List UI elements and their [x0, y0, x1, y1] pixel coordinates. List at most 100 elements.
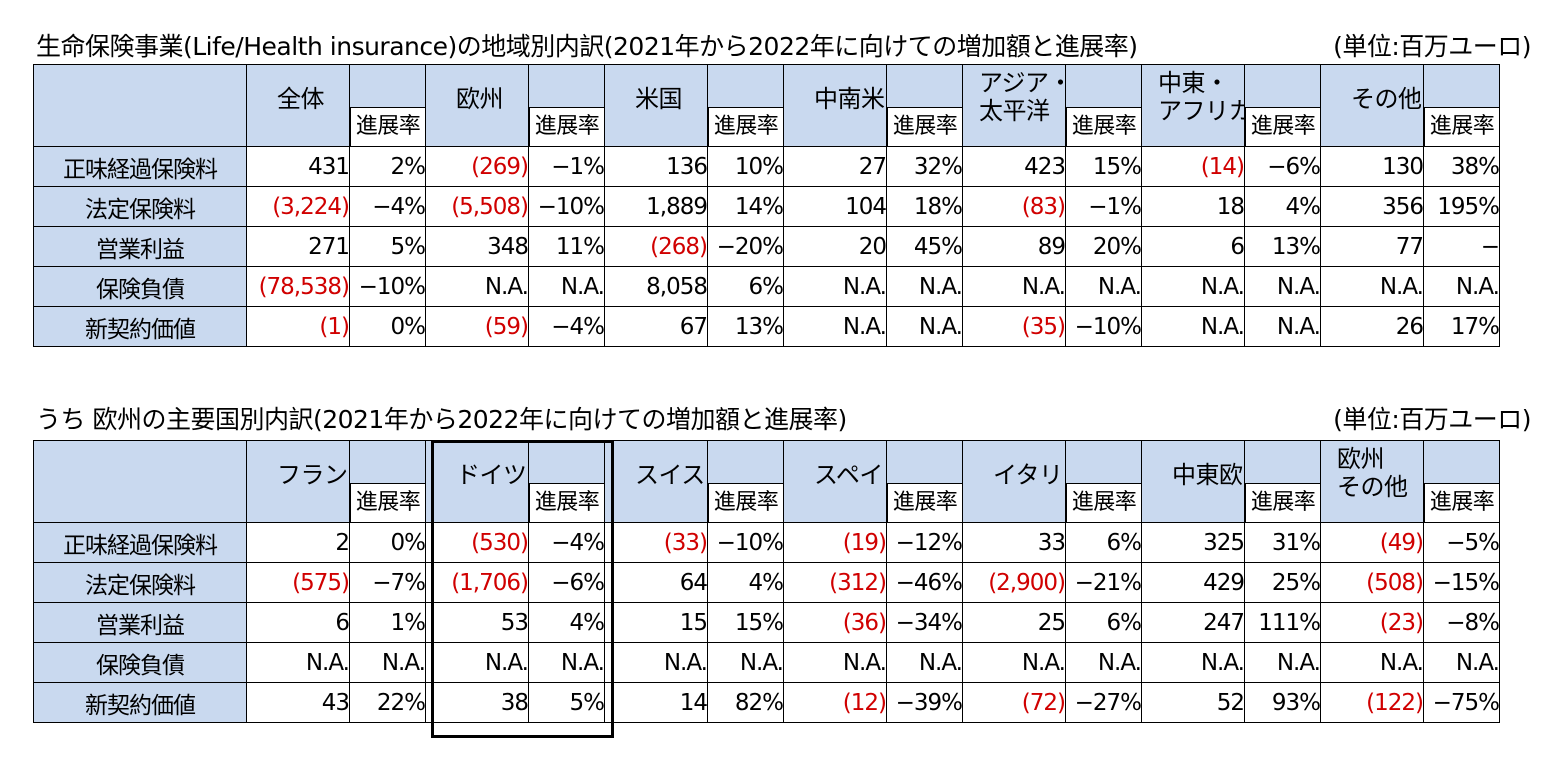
amount-cell: (49)	[1320, 522, 1424, 563]
progress-rate-cell: −7%	[349, 562, 426, 603]
progress-rate-cell: 22%	[349, 682, 426, 723]
amount-cell: (3,224)	[246, 186, 350, 227]
column-header: 欧州 その他	[1320, 440, 1424, 523]
progress-rate-cell: N.A.	[349, 642, 426, 683]
table-row: 営業利益 6 1% 53 4% 15 15% (36) −34% 25 6% 247 111% (23) −…	[33, 602, 1500, 643]
amount-cell: 64	[604, 562, 708, 603]
progress-rate-cell: 14%	[707, 186, 784, 227]
amount-cell: (530)	[425, 522, 529, 563]
amount-cell: 89	[962, 226, 1066, 267]
progress-header-cell: 進展率	[886, 440, 963, 523]
column-header-label: 米国	[635, 85, 683, 113]
amount-cell: (268)	[604, 226, 708, 267]
progress-rate-cell: 10%	[707, 146, 784, 187]
amount-cell: 43	[246, 682, 350, 723]
progress-rate-cell: −4%	[528, 306, 605, 347]
column-header-label: 全体	[277, 85, 325, 113]
amount-cell: 6	[1141, 226, 1245, 267]
progress-rate-label: 進展率	[1066, 107, 1141, 146]
row-label: 営業利益	[33, 226, 247, 267]
column-header: イタリア	[962, 440, 1066, 523]
amount-cell: 271	[246, 226, 350, 267]
progress-rate-cell: −15%	[1423, 562, 1500, 603]
amount-cell: N.A.	[1320, 266, 1424, 307]
amount-cell: 53	[425, 602, 529, 643]
progress-rate-cell: 4%	[528, 602, 605, 643]
amount-cell: N.A.	[246, 642, 350, 683]
amount-cell: (1)	[246, 306, 350, 347]
progress-header-cell: 進展率	[1244, 440, 1321, 523]
amount-cell: N.A.	[1141, 306, 1245, 347]
progress-rate-cell: N.A.	[886, 266, 963, 307]
progress-rate-cell: −1%	[528, 146, 605, 187]
amount-cell: (23)	[1320, 602, 1424, 643]
progress-rate-label: 進展率	[1245, 483, 1320, 522]
amount-cell: 136	[604, 146, 708, 187]
row-label: 新契約価値	[33, 306, 247, 347]
progress-rate-cell: 32%	[886, 146, 963, 187]
progress-rate-cell: N.A.	[528, 266, 605, 307]
row-label: 正味経過保険料	[33, 522, 247, 563]
column-header: ドイツ	[425, 440, 529, 523]
amount-cell: 27	[783, 146, 887, 187]
progress-header-cell: 進展率	[1065, 64, 1142, 147]
amount-cell: N.A.	[783, 306, 887, 347]
progress-rate-cell: 2%	[349, 146, 426, 187]
row-label: 保険負債	[33, 642, 247, 683]
amount-cell: 429	[1141, 562, 1245, 603]
amount-cell: 15	[604, 602, 708, 643]
column-header: 米国	[604, 64, 708, 147]
amount-cell: (575)	[246, 562, 350, 603]
progress-rate-cell: 4%	[1244, 186, 1321, 227]
table-row: 新契約価値 (1) 0% (59) −4% 67 13% N.A. N.A. (35) −10% N.…	[33, 306, 1500, 347]
progress-rate-cell: 13%	[1244, 226, 1321, 267]
progress-rate-cell: 0%	[349, 522, 426, 563]
progress-header-cell: 進展率	[349, 64, 426, 147]
progress-rate-cell: N.A.	[1065, 642, 1142, 683]
amount-cell: (312)	[783, 562, 887, 603]
progress-rate-label: 進展率	[529, 107, 604, 146]
progress-header-cell: 進展率	[1244, 64, 1321, 147]
amount-cell: N.A.	[1141, 642, 1245, 683]
amount-cell: (36)	[783, 602, 887, 643]
progress-header-cell: 進展率	[707, 440, 784, 523]
progress-rate-label: 進展率	[350, 107, 425, 146]
amount-cell: (78,538)	[246, 266, 350, 307]
progress-rate-cell: −20%	[707, 226, 784, 267]
row-label: 営業利益	[33, 602, 247, 643]
row-label: 保険負債	[33, 266, 247, 307]
column-header-label: 欧州 その他	[1337, 445, 1408, 501]
column-header-label: アジア・ 太平洋	[979, 69, 1066, 125]
column-header: スイス	[604, 440, 708, 523]
progress-rate-cell: −12%	[886, 522, 963, 563]
amount-cell: 356	[1320, 186, 1424, 227]
amount-cell: 18	[1141, 186, 1245, 227]
progress-rate-cell: 6%	[1065, 602, 1142, 643]
amount-cell: (83)	[962, 186, 1066, 227]
column-header-label: 中南米	[814, 85, 885, 113]
amount-cell: 104	[783, 186, 887, 227]
progress-rate-label: 進展率	[887, 107, 962, 146]
column-header: その他	[1320, 64, 1424, 147]
progress-rate-cell: −8%	[1423, 602, 1500, 643]
amount-cell: 38	[425, 682, 529, 723]
column-header: スペイン	[783, 440, 887, 523]
column-header-label: 欧州	[456, 85, 504, 113]
table-row: 正味経過保険料 431 2% (269) −1% 136 10% 27 32% 423 15% (14…	[33, 146, 1500, 187]
table2-caption: うち 欧州の主要国別内訳(2021年から2022年に向けての増加額と進展率)	[36, 405, 847, 434]
progress-header-cell: 進展率	[349, 440, 426, 523]
progress-rate-cell: 18%	[886, 186, 963, 227]
progress-rate-label: 進展率	[1066, 483, 1141, 522]
column-header: 中東・ アフリカ	[1141, 64, 1245, 147]
progress-rate-cell: 0%	[349, 306, 426, 347]
progress-rate-cell: 38%	[1423, 146, 1500, 187]
progress-rate-cell: −6%	[1244, 146, 1321, 187]
progress-rate-cell: −4%	[349, 186, 426, 227]
amount-cell: 14	[604, 682, 708, 723]
amount-cell: 348	[425, 226, 529, 267]
column-header: アジア・ 太平洋	[962, 64, 1066, 147]
amount-cell: N.A.	[604, 642, 708, 683]
progress-rate-cell: 5%	[349, 226, 426, 267]
amount-cell: N.A.	[425, 642, 529, 683]
progress-rate-cell: −27%	[1065, 682, 1142, 723]
